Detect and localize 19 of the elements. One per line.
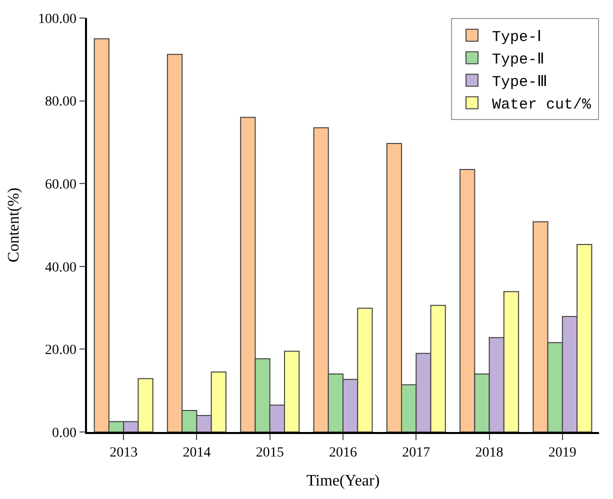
x-tick-label: 2017 <box>402 446 430 461</box>
x-tick-label: 2018 <box>475 446 504 461</box>
x-tick-label: 2014 <box>182 446 211 461</box>
x-tick-label: 2016 <box>329 446 357 461</box>
legend-label: Type-Ⅰ <box>492 29 542 46</box>
x-tick-label: 2019 <box>548 446 576 461</box>
y-tick-label: 80.00 <box>44 94 76 110</box>
y-tick-label: 100.00 <box>38 12 76 27</box>
y-tick-label: 60.00 <box>44 178 76 192</box>
y-tick-label: 40.00 <box>44 260 76 276</box>
x-axis-title: Time(Year) <box>306 472 380 490</box>
y-tick-label: 20.00 <box>44 343 76 358</box>
x-tick-label: 2015 <box>256 446 284 461</box>
y-axis-title: Content(%) <box>5 188 22 262</box>
legend-label: Type-Ⅱ <box>492 52 544 69</box>
x-tick-label: 2013 <box>110 446 138 461</box>
legend-label: Water cut/% <box>492 96 592 114</box>
y-tick-label: 0.00 <box>52 426 76 441</box>
legend-label: Type-Ⅲ <box>492 74 548 92</box>
